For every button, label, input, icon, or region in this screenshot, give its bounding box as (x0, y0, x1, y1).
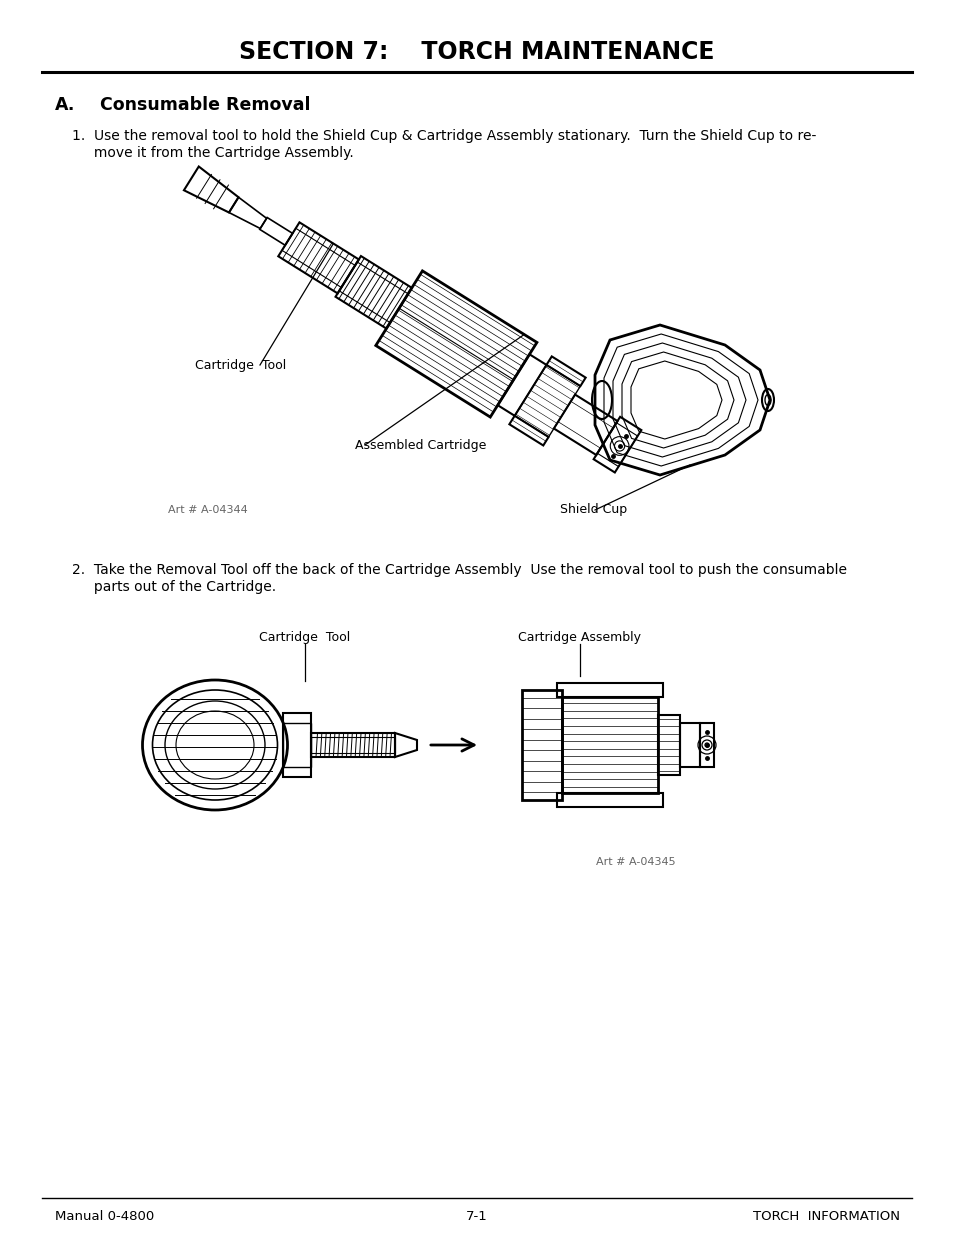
Bar (283, 713, 311, 777)
Text: 7-1: 7-1 (466, 1209, 487, 1223)
Text: TORCH  INFORMATION: TORCH INFORMATION (752, 1209, 899, 1223)
Text: Shield Cup: Shield Cup (559, 504, 626, 516)
Text: 2.  Take the Removal Tool off the back of the Cartridge Assembly  Use the remova: 2. Take the Removal Tool off the back of… (71, 563, 846, 577)
Text: parts out of the Cartridge.: parts out of the Cartridge. (71, 580, 275, 594)
Bar (521, 690, 561, 800)
Text: Assembled Cartridge: Assembled Cartridge (355, 438, 486, 452)
Bar (311, 737, 395, 753)
Bar (679, 722, 700, 767)
Bar (557, 683, 662, 697)
Text: Cartridge  Tool: Cartridge Tool (194, 358, 286, 372)
Bar (700, 722, 713, 767)
Bar (283, 722, 311, 767)
Text: 1.  Use the removal tool to hold the Shield Cup & Cartridge Assembly stationary.: 1. Use the removal tool to hold the Shie… (71, 128, 816, 143)
Bar (557, 793, 662, 806)
Text: SECTION 7:    TORCH MAINTENANCE: SECTION 7: TORCH MAINTENANCE (239, 40, 714, 64)
Text: Manual 0-4800: Manual 0-4800 (55, 1209, 154, 1223)
Bar (561, 697, 658, 793)
Text: A.: A. (55, 96, 75, 114)
Text: Art # A-04344: Art # A-04344 (168, 505, 248, 515)
Text: Consumable Removal: Consumable Removal (100, 96, 310, 114)
Bar (658, 715, 679, 776)
Text: Cartridge Assembly: Cartridge Assembly (518, 631, 640, 645)
Bar (311, 734, 395, 757)
Text: Art # A-04345: Art # A-04345 (596, 857, 675, 867)
Text: move it from the Cartridge Assembly.: move it from the Cartridge Assembly. (71, 146, 354, 161)
Text: Cartridge  Tool: Cartridge Tool (259, 631, 351, 645)
